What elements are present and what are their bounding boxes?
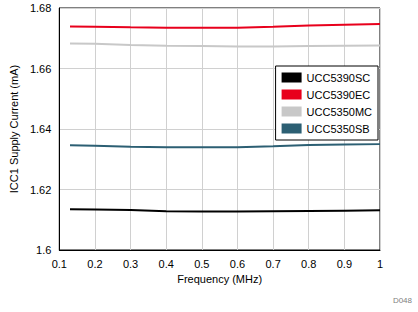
svg-text:1.64: 1.64	[30, 123, 51, 135]
svg-text:Frequency (MHz): Frequency (MHz)	[177, 273, 262, 285]
svg-text:1.68: 1.68	[30, 2, 51, 14]
svg-text:UCC5350MC: UCC5350MC	[307, 106, 372, 118]
svg-text:1.6: 1.6	[36, 244, 51, 256]
svg-text:1: 1	[377, 258, 383, 270]
svg-text:UCC5350SB: UCC5350SB	[307, 123, 370, 135]
svg-text:ICC1 Supply Current (mA): ICC1 Supply Current (mA)	[8, 65, 20, 193]
svg-text:0.8: 0.8	[301, 258, 316, 270]
svg-text:0.4: 0.4	[159, 258, 174, 270]
svg-text:1.62: 1.62	[30, 184, 51, 196]
svg-text:1.66: 1.66	[30, 63, 51, 75]
svg-text:0.2: 0.2	[87, 258, 102, 270]
svg-text:0.9: 0.9	[337, 258, 352, 270]
svg-text:UCC5390SC: UCC5390SC	[307, 72, 371, 84]
svg-text:D048: D048	[393, 296, 413, 305]
svg-text:0.1: 0.1	[52, 258, 67, 270]
svg-text:0.3: 0.3	[123, 258, 138, 270]
svg-text:0.7: 0.7	[265, 258, 280, 270]
svg-text:0.6: 0.6	[230, 258, 245, 270]
svg-text:UCC5390EC: UCC5390EC	[307, 89, 371, 101]
svg-text:0.5: 0.5	[194, 258, 209, 270]
